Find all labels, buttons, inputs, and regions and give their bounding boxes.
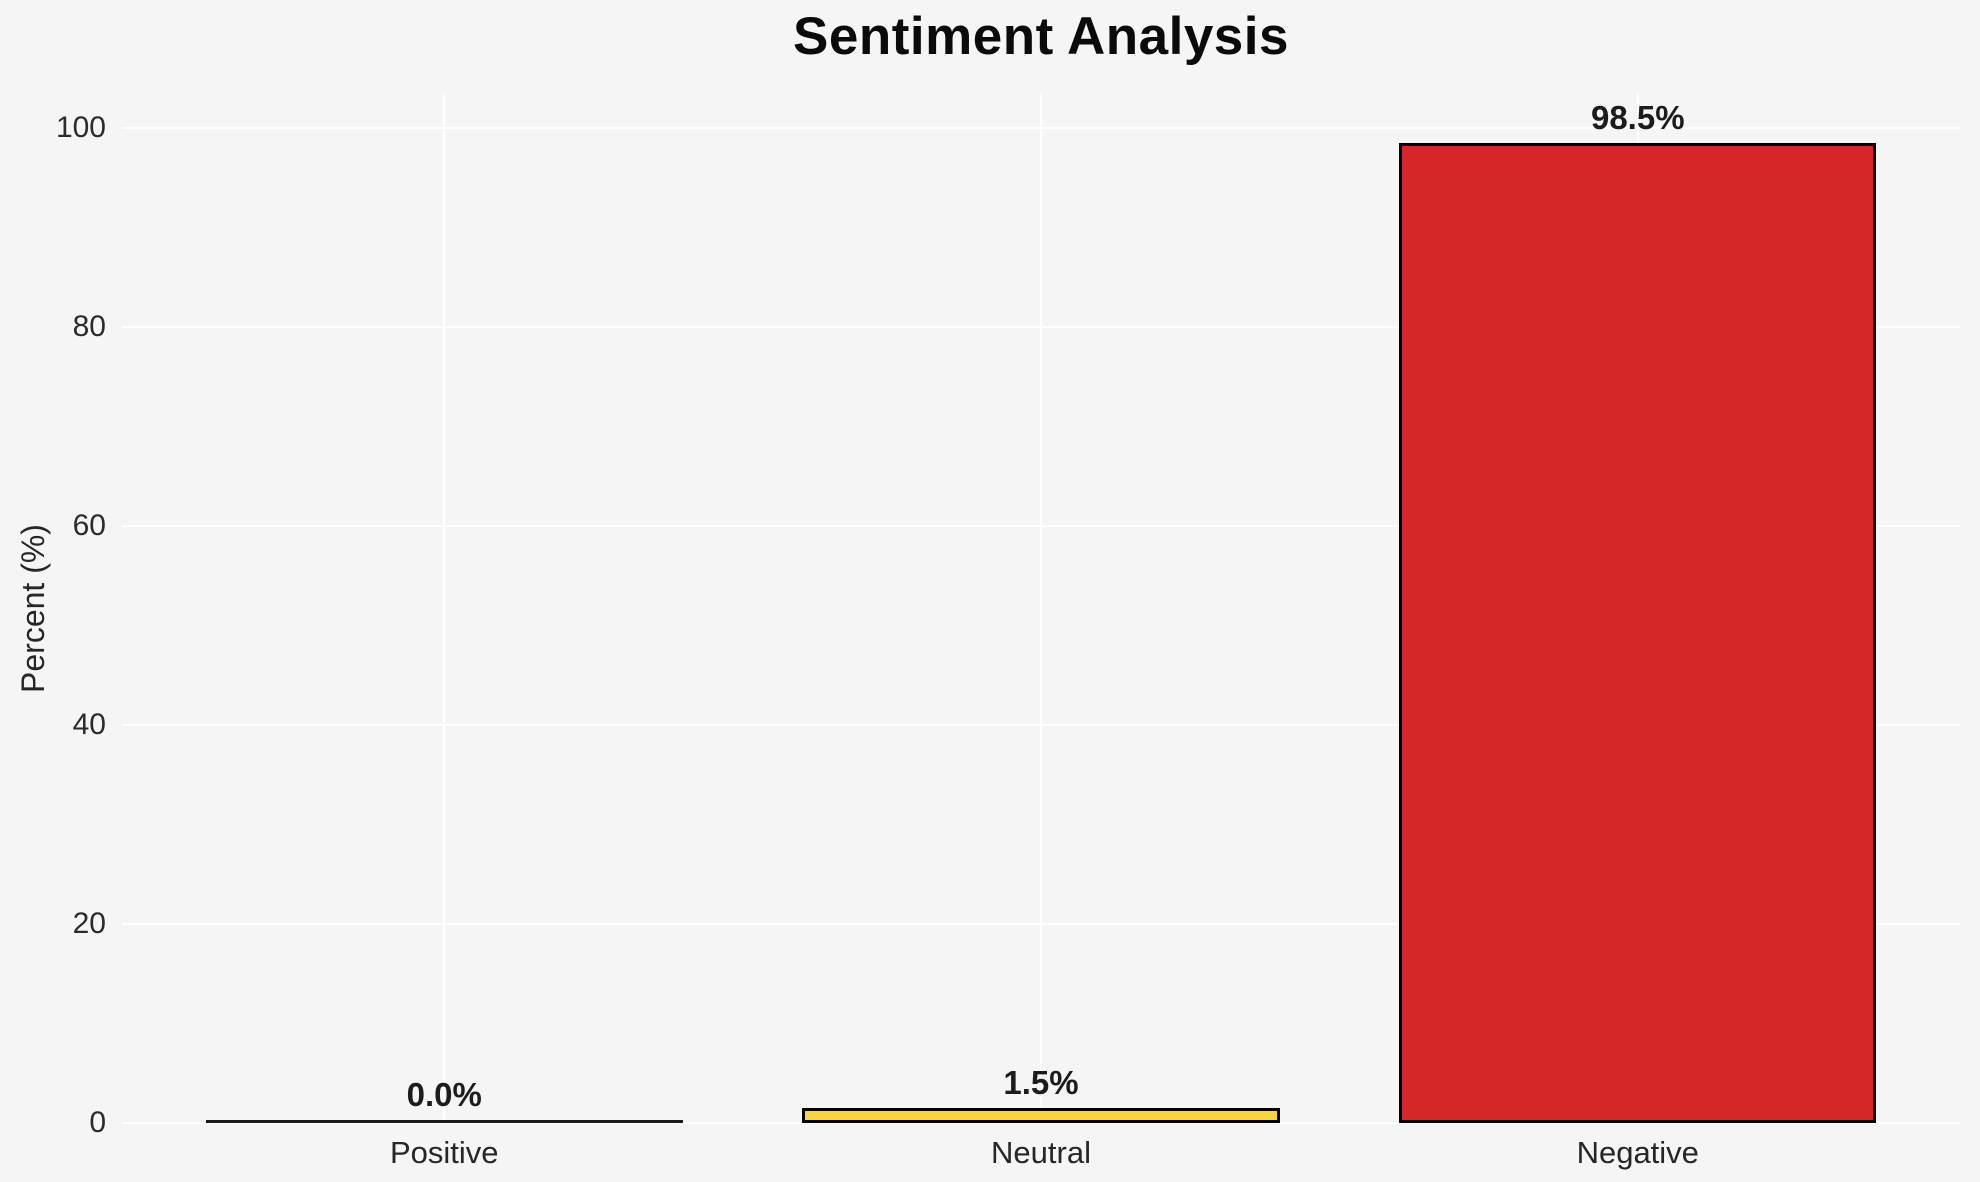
gridline-v [1040, 93, 1042, 1123]
y-tick-label: 60 [72, 508, 106, 542]
category-label: Negative [1576, 1135, 1699, 1170]
bar-value-label: 1.5% [1003, 1064, 1079, 1102]
y-tick-label: 0 [89, 1106, 106, 1139]
y-tick-label: 40 [72, 707, 106, 741]
x-category-labels: Positive Neutral Negative [122, 1123, 1960, 1182]
bar-positive [205, 1120, 683, 1123]
y-tick-label: 100 [55, 110, 106, 144]
bar-negative [1399, 142, 1877, 1123]
bar-value-label: 98.5% [1590, 98, 1685, 136]
gridline-v [443, 93, 446, 1123]
bar-value-label: 0.0% [406, 1076, 482, 1113]
chart-title: Sentiment Analysis [793, 7, 1289, 66]
y-tick-label: 80 [72, 309, 106, 343]
bar-neutral [802, 1108, 1280, 1123]
gridline-h [122, 1122, 1960, 1124]
category-label: Positive [389, 1135, 499, 1170]
plot-area: 0.0% 1.5% 98.5% [122, 93, 1960, 1124]
y-tick-labels: 0 20 40 60 80 100 [0, 93, 106, 1137]
y-tick-label: 20 [72, 906, 106, 940]
category-label: Neutral [991, 1135, 1091, 1170]
